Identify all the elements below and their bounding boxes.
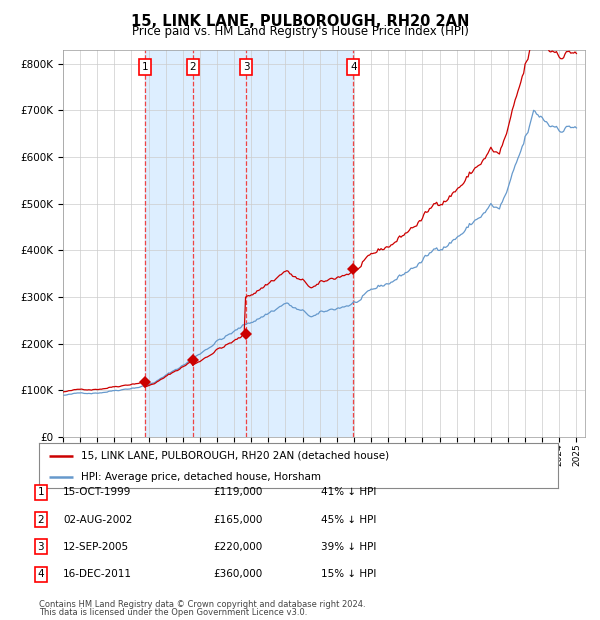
Text: 15% ↓ HPI: 15% ↓ HPI xyxy=(321,569,376,579)
Text: 3: 3 xyxy=(243,62,250,72)
Text: 39% ↓ HPI: 39% ↓ HPI xyxy=(321,542,376,552)
Text: 15, LINK LANE, PULBOROUGH, RH20 2AN: 15, LINK LANE, PULBOROUGH, RH20 2AN xyxy=(131,14,469,29)
Text: 15, LINK LANE, PULBOROUGH, RH20 2AN (detached house): 15, LINK LANE, PULBOROUGH, RH20 2AN (det… xyxy=(80,451,389,461)
Text: Contains HM Land Registry data © Crown copyright and database right 2024.: Contains HM Land Registry data © Crown c… xyxy=(39,600,365,609)
Bar xyxy=(145,50,353,437)
Text: 12-SEP-2005: 12-SEP-2005 xyxy=(63,542,129,552)
Text: 16-DEC-2011: 16-DEC-2011 xyxy=(63,569,132,579)
Text: £220,000: £220,000 xyxy=(213,542,262,552)
Text: 02-AUG-2002: 02-AUG-2002 xyxy=(63,515,133,525)
Text: 1: 1 xyxy=(37,487,44,497)
Text: £360,000: £360,000 xyxy=(213,569,262,579)
Text: £119,000: £119,000 xyxy=(213,487,262,497)
Text: 1: 1 xyxy=(142,62,148,72)
Text: 2: 2 xyxy=(37,515,44,525)
Text: £165,000: £165,000 xyxy=(213,515,262,525)
Text: 45% ↓ HPI: 45% ↓ HPI xyxy=(321,515,376,525)
Text: 41% ↓ HPI: 41% ↓ HPI xyxy=(321,487,376,497)
Text: 15-OCT-1999: 15-OCT-1999 xyxy=(63,487,131,497)
Text: 2: 2 xyxy=(190,62,196,72)
Text: This data is licensed under the Open Government Licence v3.0.: This data is licensed under the Open Gov… xyxy=(39,608,307,617)
Text: 3: 3 xyxy=(37,542,44,552)
Text: 4: 4 xyxy=(350,62,356,72)
Text: HPI: Average price, detached house, Horsham: HPI: Average price, detached house, Hors… xyxy=(80,472,320,482)
Text: Price paid vs. HM Land Registry's House Price Index (HPI): Price paid vs. HM Land Registry's House … xyxy=(131,25,469,38)
Text: 4: 4 xyxy=(37,569,44,579)
